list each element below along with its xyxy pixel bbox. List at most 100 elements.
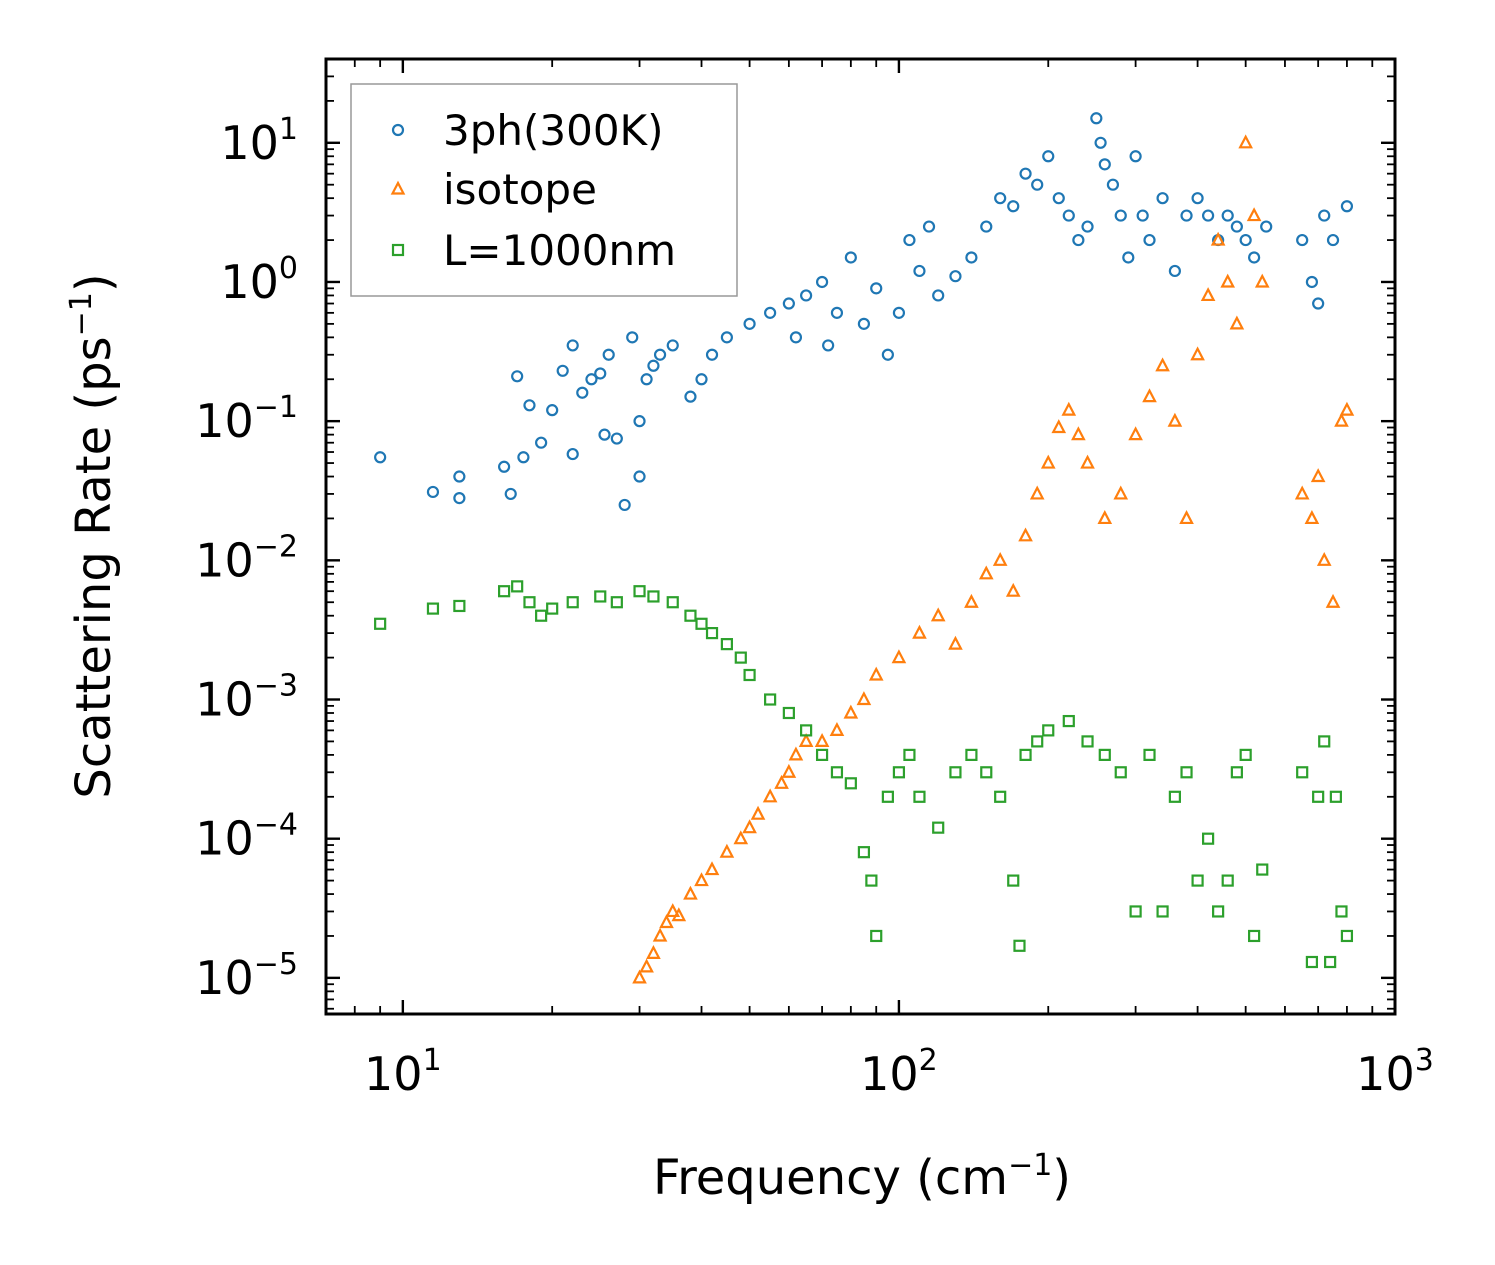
data-point (594, 590, 607, 603)
plot-frame (324, 57, 1397, 1016)
data-point (1180, 209, 1193, 222)
legend-marker-2 (391, 243, 405, 257)
data-point (932, 289, 945, 302)
data-point (426, 485, 440, 499)
data-point (647, 590, 660, 603)
data-point (566, 447, 579, 461)
data-point (844, 251, 857, 264)
data-point (903, 748, 916, 761)
data-point (980, 220, 993, 233)
data-point (1168, 264, 1181, 278)
data-point (1312, 297, 1325, 310)
data-point (1230, 220, 1243, 233)
data-point (1042, 724, 1055, 737)
data-point (1072, 233, 1085, 247)
data-point (1221, 209, 1234, 222)
data-point (870, 929, 883, 943)
data-point (566, 339, 579, 352)
data-point (566, 596, 579, 609)
data-point (653, 348, 667, 361)
data-point (720, 331, 733, 344)
data-point (1007, 874, 1020, 887)
data-point (1080, 454, 1095, 469)
data-point (683, 885, 698, 900)
data-point (1305, 955, 1319, 969)
data-point (1239, 748, 1252, 761)
data-point (1129, 905, 1142, 918)
data-point (1168, 790, 1181, 803)
data-point (814, 733, 830, 748)
data-point (922, 220, 936, 233)
data-point (1296, 233, 1309, 247)
data-point (719, 843, 735, 858)
data-point (1042, 150, 1055, 163)
data-point (830, 306, 844, 319)
data-point (618, 498, 631, 512)
data-point (1202, 209, 1215, 222)
data-point (546, 404, 559, 417)
data-point (705, 348, 719, 361)
y-tick-label: 10−5 (195, 947, 298, 1005)
series-2 (374, 580, 1354, 969)
data-point (1031, 735, 1044, 748)
data-point (764, 306, 777, 319)
data-point (1310, 468, 1326, 483)
data-point (1340, 929, 1354, 943)
data-point (517, 451, 530, 464)
data-point (978, 565, 994, 580)
data-point (1248, 929, 1261, 943)
data-point (892, 766, 906, 779)
data-point (1062, 714, 1075, 728)
data-point (1212, 905, 1225, 918)
data-point (1180, 766, 1193, 779)
data-point (556, 364, 569, 377)
data-point (1190, 346, 1205, 361)
data-point (1339, 401, 1355, 416)
data-point (788, 746, 804, 761)
data-point (1221, 874, 1234, 887)
data-point (633, 415, 646, 428)
data-point (1210, 231, 1226, 246)
legend-marker-0 (391, 123, 405, 137)
data-point (585, 373, 598, 386)
data-point (1248, 251, 1261, 264)
data-point (782, 706, 795, 720)
data-point (1316, 551, 1332, 566)
data-point (1296, 766, 1309, 779)
data-point (504, 487, 517, 501)
data-point (1155, 357, 1170, 372)
data-point (1061, 401, 1077, 416)
data-point (830, 766, 844, 779)
data-point (865, 874, 878, 887)
data-point (598, 428, 611, 441)
data-point (822, 339, 835, 352)
data-point (1031, 178, 1044, 191)
legend-marker-1 (390, 180, 406, 195)
data-point (1113, 485, 1129, 500)
data-point (647, 359, 660, 372)
data-point (1304, 510, 1320, 525)
data-point (594, 367, 607, 380)
data-point (610, 596, 623, 609)
data-point (523, 596, 536, 609)
data-point (704, 861, 720, 876)
data-point (511, 580, 524, 593)
data-point (652, 927, 668, 942)
data-point (994, 790, 1007, 803)
x-tick-label: 103 (1356, 1043, 1434, 1101)
data-point (881, 790, 894, 803)
x-axis-label: Frequency (cm−1) (653, 1148, 1071, 1206)
y-axis-label: Scattering Rate (ps−1) (64, 273, 122, 798)
data-point (720, 638, 733, 651)
data-point (695, 617, 708, 630)
data-point (743, 317, 756, 330)
data-point (659, 914, 674, 929)
data-point (1062, 209, 1075, 222)
data-point (1122, 251, 1135, 264)
data-point (453, 491, 466, 505)
data-point (800, 724, 813, 737)
data-point (1071, 426, 1086, 441)
data-point (1106, 178, 1120, 191)
data-point (1335, 905, 1348, 918)
